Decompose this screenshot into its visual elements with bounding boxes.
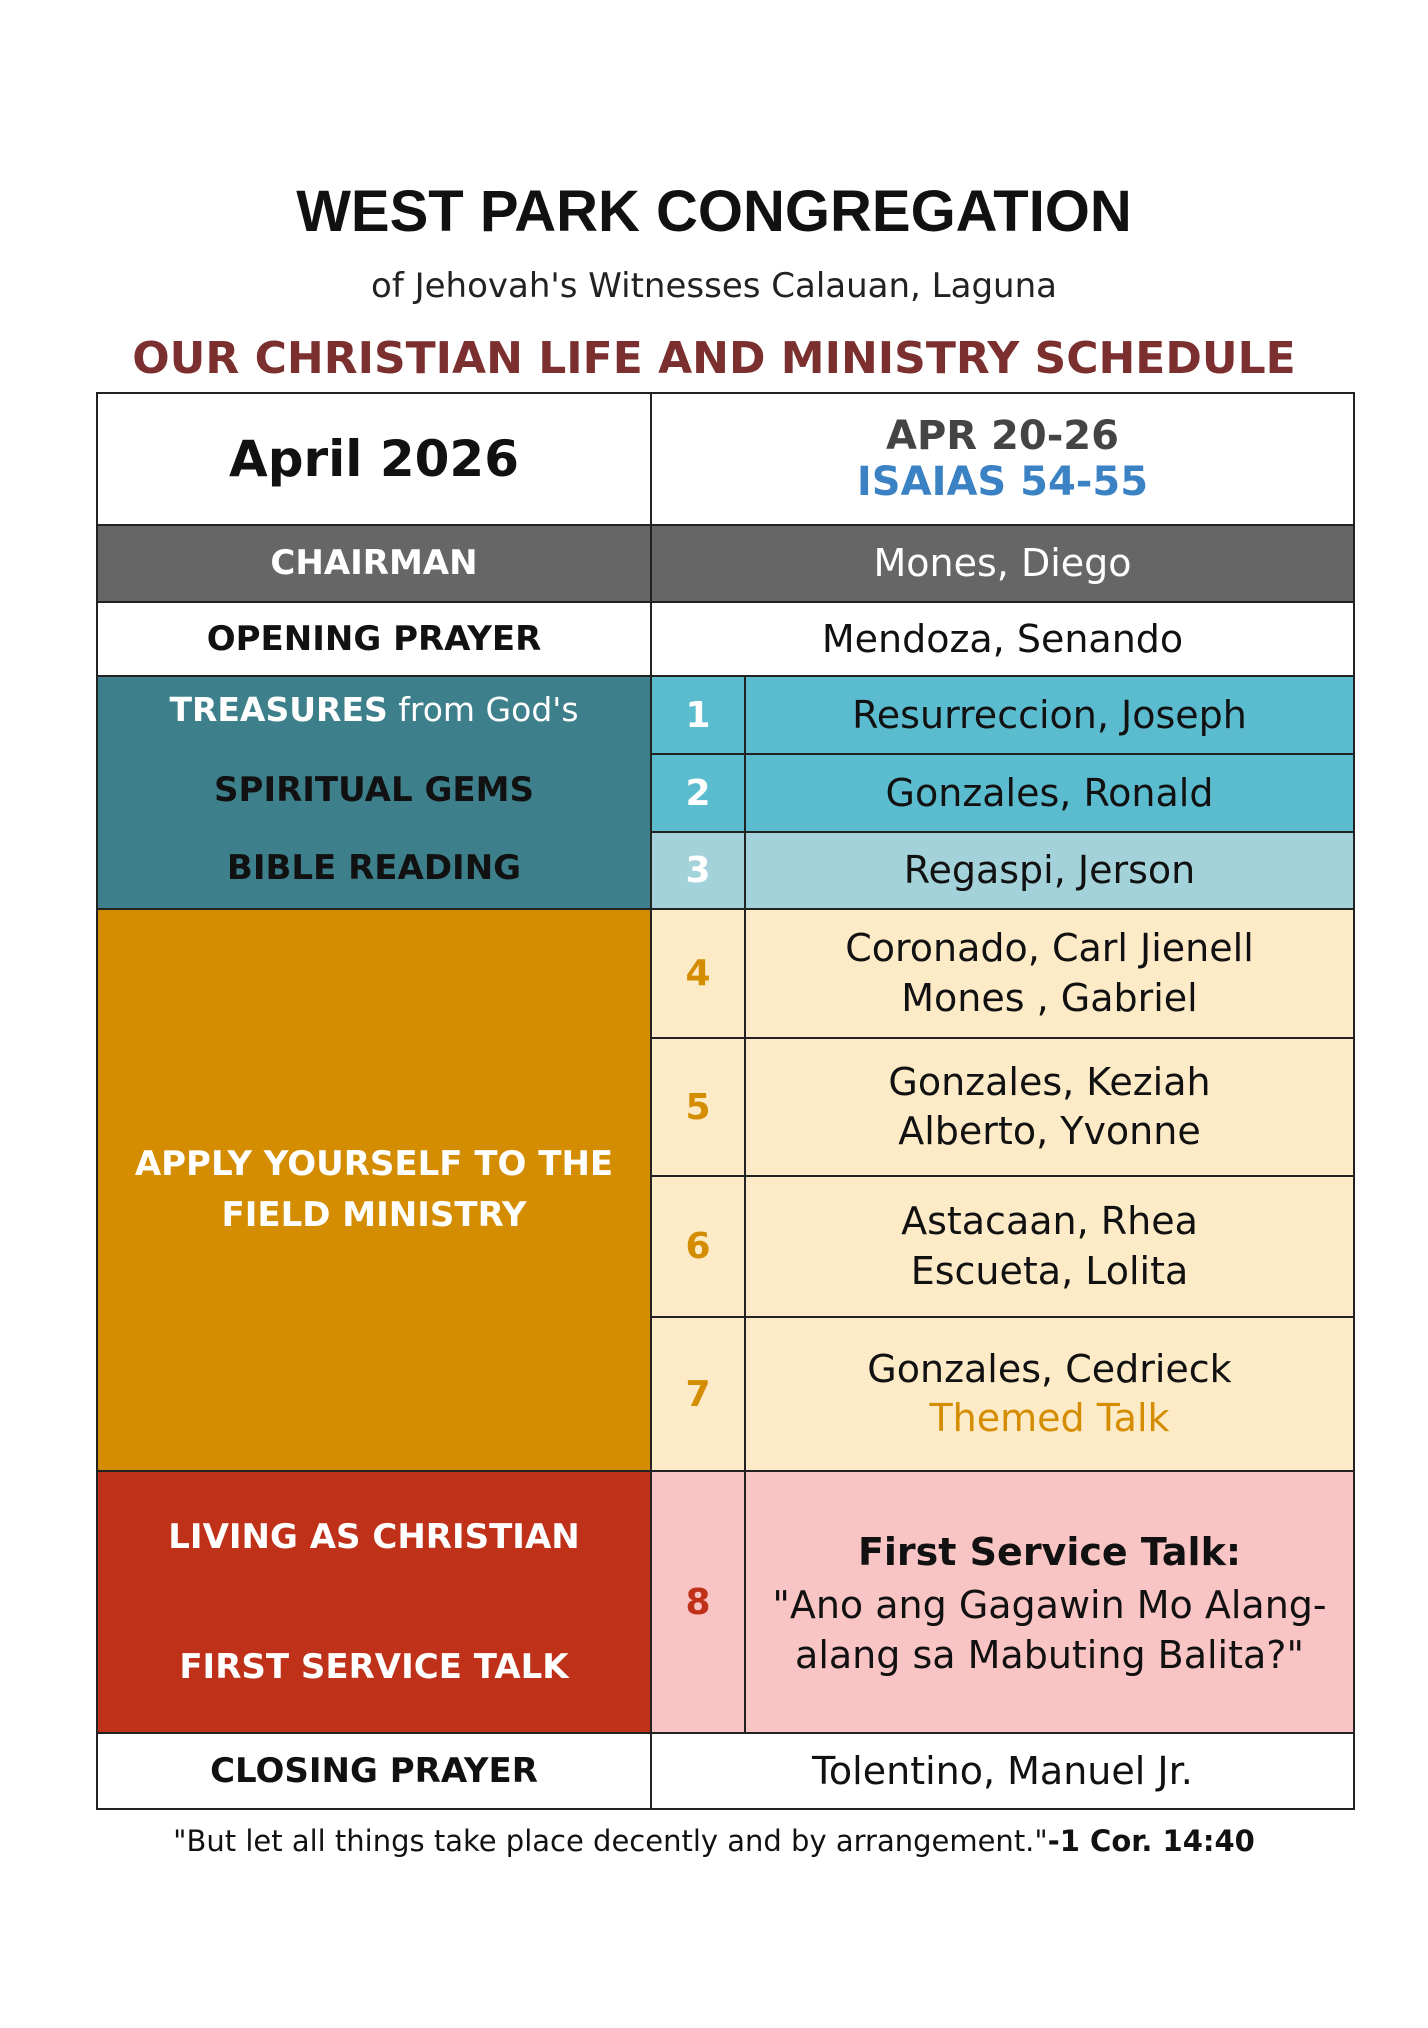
part-name: Regaspi, Jerson bbox=[903, 848, 1196, 892]
part-number: 2 bbox=[650, 753, 746, 833]
part-name: Alberto, Yvonne bbox=[898, 1109, 1201, 1153]
part-cell: Astacaan, Rhea Escueta, Lolita bbox=[744, 1175, 1355, 1318]
chairman-name: Mones, Diego bbox=[650, 524, 1355, 603]
living-label: LIVING AS CHRISTIAN bbox=[168, 1516, 580, 1557]
part-name: Gonzales, Cedrieck bbox=[867, 1346, 1232, 1391]
part-name: Gonzales, Keziah bbox=[888, 1059, 1211, 1104]
part-cell: Regaspi, Jerson bbox=[744, 831, 1355, 910]
part-cell: First Service Talk: "Ano ang Gagawin Mo A… bbox=[744, 1470, 1355, 1734]
apply-label: APPLY YOURSELF TO THE FIELD MINISTRY bbox=[96, 908, 652, 1472]
part-cell: Gonzales, Keziah Alberto, Yvonne bbox=[744, 1037, 1355, 1177]
part-note: Themed Talk bbox=[929, 1396, 1170, 1440]
part-name: Gonzales, Ronald bbox=[885, 770, 1214, 815]
reading-label: BIBLE READING bbox=[226, 848, 522, 888]
part-cell: Gonzales, Cedrieck Themed Talk bbox=[744, 1316, 1355, 1472]
treasures-bold: TREASURES bbox=[169, 690, 388, 729]
treasures-block: TREASURES from God's Word SPIRITUAL GEMS… bbox=[96, 675, 652, 910]
part-name: Escueta, Lolita bbox=[910, 1248, 1189, 1293]
part-cell: Gonzales, Ronald bbox=[744, 753, 1355, 833]
week-cell: APR 20-26 ISAIAS 54-55 bbox=[650, 392, 1355, 526]
opening-name: Mendoza, Senando bbox=[650, 601, 1355, 677]
part-name: Astacaan, Rhea bbox=[901, 1199, 1198, 1244]
part-number: 6 bbox=[650, 1175, 746, 1318]
quote: "But let all things take place decently … bbox=[173, 1824, 1048, 1858]
living-block: LIVING AS CHRISTIAN FIRST SERVICE TALK bbox=[96, 1470, 652, 1734]
closing-label: CLOSING PRAYER bbox=[96, 1732, 652, 1810]
part-cell: Resurreccion, Joseph bbox=[744, 675, 1355, 755]
part-name: "Ano ang Gagawin Mo Alang-alang sa Mabut… bbox=[772, 1583, 1327, 1677]
part-number: 7 bbox=[650, 1316, 746, 1472]
part-number: 3 bbox=[650, 831, 746, 910]
part-number: 8 bbox=[650, 1470, 746, 1734]
closing-name: Tolentino, Manuel Jr. bbox=[650, 1732, 1355, 1810]
week: APR 20-26 bbox=[886, 413, 1119, 459]
part-name: Resurreccion, Joseph bbox=[852, 692, 1247, 737]
part-number: 5 bbox=[650, 1037, 746, 1177]
month: April 2026 bbox=[96, 392, 652, 526]
part-cell: Coronado, Carl Jienell Mones , Gabriel bbox=[744, 908, 1355, 1039]
living-sub: FIRST SERVICE TALK bbox=[179, 1646, 569, 1687]
opening-label: OPENING PRAYER bbox=[96, 601, 652, 677]
chairman-label: CHAIRMAN bbox=[96, 524, 652, 603]
heading: OUR CHRISTIAN LIFE AND MINISTRY SCHEDULE bbox=[132, 333, 1296, 384]
part-name: Coronado, Carl Jienell bbox=[845, 926, 1254, 971]
footer: "But let all things take place decently … bbox=[0, 1824, 1428, 1858]
part-heading: First Service Talk: bbox=[857, 1530, 1242, 1575]
part-number: 1 bbox=[650, 675, 746, 755]
treasures-rest: from God's Word bbox=[398, 690, 579, 729]
title: WEST PARK CONGREGATION bbox=[296, 179, 1132, 244]
subtitle: of Jehovah's Witnesses Calauan, Laguna bbox=[371, 266, 1057, 306]
treasures-label: TREASURES from God's Word bbox=[154, 677, 594, 751]
part-number: 4 bbox=[650, 908, 746, 1039]
quote-ref: -1 Cor. 14:40 bbox=[1047, 1824, 1255, 1858]
gems-label: SPIRITUAL GEMS bbox=[214, 770, 534, 810]
reading: ISAIAS 54-55 bbox=[856, 459, 1149, 505]
part-name: Mones , Gabriel bbox=[901, 975, 1198, 1020]
